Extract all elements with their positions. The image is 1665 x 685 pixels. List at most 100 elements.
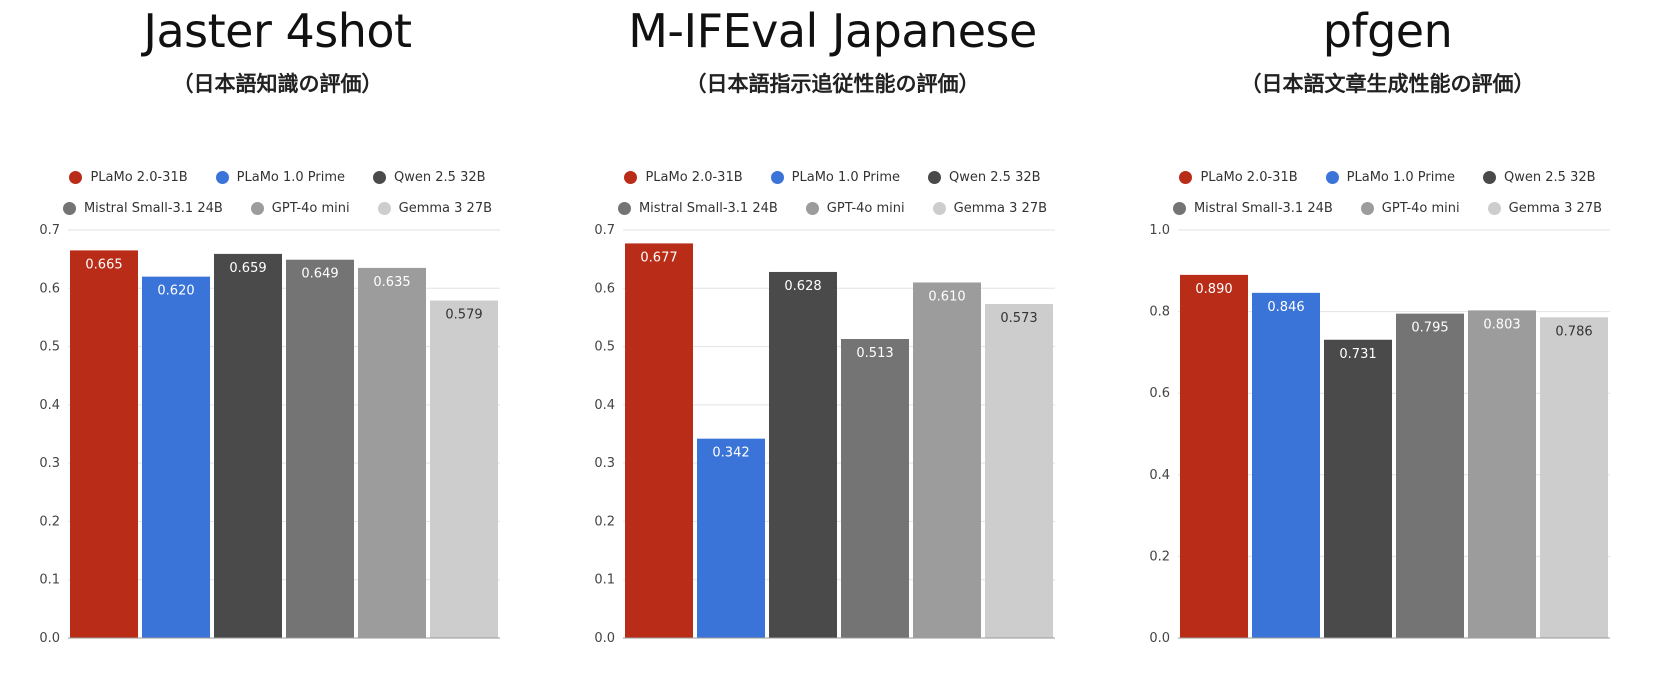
legend-swatch bbox=[215, 171, 229, 184]
y-tick-label: 0.0 bbox=[39, 631, 60, 646]
bar-plamo-1-0-prime bbox=[697, 438, 765, 638]
legend-item-gpt-4o-mini: GPT-4o mini bbox=[1360, 201, 1460, 216]
legend-swatch bbox=[617, 202, 631, 215]
legend-item-plamo-1-0-prime: PLaMo 1.0 Prime bbox=[1325, 170, 1455, 185]
legend-swatch bbox=[770, 171, 784, 184]
legend-swatch bbox=[62, 202, 76, 215]
bar-value-label: 0.731 bbox=[1339, 347, 1376, 362]
legend-label: Mistral Small-3.1 24B bbox=[638, 201, 778, 216]
y-tick-label: 0.3 bbox=[39, 456, 60, 471]
legend-row-1: PLaMo 2.0-31B PLaMo 1.0 Prime Qwen 2.5 32B bbox=[555, 170, 1110, 185]
legend-label: GPT-4o mini bbox=[1381, 201, 1460, 216]
bar-value-label: 0.573 bbox=[1000, 311, 1037, 326]
legend-swatch bbox=[373, 171, 387, 184]
plot-area: 0.0 0.1 0.2 0.3 0.4 0.5 0.6 0.7 0.665 0.620 0.659 0… bbox=[39, 223, 500, 646]
y-tick-label: 0.7 bbox=[594, 223, 615, 238]
y-tick-label: 0.2 bbox=[594, 514, 615, 529]
legend-item-gemma-3-27b: Gemma 3 27B bbox=[932, 201, 1047, 216]
legend-item-plamo-1-0-prime: PLaMo 1.0 Prime bbox=[770, 170, 901, 185]
legend-item-gpt-4o-mini: GPT-4o mini bbox=[805, 201, 905, 216]
bar-qwen-2-5-32b bbox=[1324, 339, 1392, 638]
chart-title: Jaster 4shot bbox=[143, 4, 412, 58]
legend-label: PLaMo 1.0 Prime bbox=[236, 170, 346, 185]
legend-label: GPT-4o mini bbox=[271, 201, 350, 216]
legend-label: Qwen 2.5 32B bbox=[394, 170, 486, 185]
legend-swatch bbox=[928, 171, 942, 184]
chart-mifeval: M-IFEval Japanese （日本語指示追従性能の評価） PLaMo 2… bbox=[555, 0, 1110, 685]
legend-swatch bbox=[1325, 171, 1339, 184]
legend-swatch bbox=[1172, 202, 1186, 215]
legend-row-1: PLaMo 2.0-31B PLaMo 1.0 Prime Qwen 2.5 32B bbox=[1110, 170, 1665, 185]
chart-subtitle: （日本語指示追従性能の評価） bbox=[685, 72, 980, 96]
y-tick-label: 0.7 bbox=[39, 223, 60, 238]
bar-value-label: 0.620 bbox=[157, 284, 194, 299]
legend-swatch bbox=[805, 202, 819, 215]
legend-item-qwen-2-5-32b: Qwen 2.5 32B bbox=[373, 170, 486, 185]
bar-gpt-4o-mini bbox=[1468, 310, 1536, 638]
legend-label: Mistral Small-3.1 24B bbox=[1193, 201, 1333, 216]
bar-plamo-2-0-31b bbox=[625, 243, 693, 639]
y-tick-label: 0.0 bbox=[594, 631, 615, 646]
legend-row-1: PLaMo 2.0-31B PLaMo 1.0 Prime Qwen 2.5 32B bbox=[0, 170, 555, 185]
bar-plamo-2-0-31b bbox=[70, 250, 138, 638]
bar-gpt-4o-mini bbox=[913, 282, 981, 638]
legend-label: Qwen 2.5 32B bbox=[949, 170, 1041, 185]
plot-area: 0.0 0.2 0.4 0.6 0.8 1.0 0.890 0.846 0.731 0.795 0.… bbox=[1149, 223, 1610, 646]
bar-value-label: 0.890 bbox=[1195, 282, 1232, 297]
y-tick-label: 0.6 bbox=[39, 281, 60, 296]
bar-qwen-2-5-32b bbox=[214, 253, 282, 638]
legend-label: PLaMo 2.0-31B bbox=[645, 170, 743, 185]
legend-row-2: Mistral Small-3.1 24B GPT-4o mini Gemma 3 … bbox=[555, 201, 1110, 216]
bar-value-label: 0.610 bbox=[928, 289, 965, 304]
y-tick-label: 0.6 bbox=[594, 281, 615, 296]
bar-gpt-4o-mini bbox=[358, 267, 426, 638]
bar-plamo-1-0-prime bbox=[142, 276, 210, 638]
bar-value-label: 0.579 bbox=[445, 308, 482, 323]
y-tick-label: 0.2 bbox=[39, 514, 60, 529]
legend-swatch bbox=[377, 202, 391, 215]
chart-pfgen: pfgen （日本語文章生成性能の評価） PLaMo 2.0-31B PLaMo … bbox=[1110, 0, 1665, 685]
chart-title: pfgen bbox=[1322, 4, 1453, 58]
bar-qwen-2-5-32b bbox=[769, 271, 837, 638]
y-tick-label: 0.8 bbox=[1149, 305, 1170, 320]
bar-value-label: 0.635 bbox=[373, 275, 410, 290]
bar-value-label: 0.628 bbox=[784, 279, 821, 294]
bar-plamo-1-0-prime bbox=[1252, 292, 1320, 638]
legend-label: GPT-4o mini bbox=[826, 201, 905, 216]
legend-swatch bbox=[1179, 171, 1193, 184]
legend-swatch bbox=[250, 202, 264, 215]
bar-value-label: 0.659 bbox=[229, 261, 266, 276]
plot-area: 0.0 0.1 0.2 0.3 0.4 0.5 0.6 0.7 0.677 0.342 0.628 0… bbox=[594, 223, 1055, 646]
legend-item-mistral-small-3-1-24b: Mistral Small-3.1 24B bbox=[617, 201, 778, 216]
legend-label: Gemma 3 27B bbox=[1508, 201, 1603, 216]
legend-item-plamo-1-0-prime: PLaMo 1.0 Prime bbox=[215, 170, 346, 185]
legend-item-plamo-2-0-31b: PLaMo 2.0-31B bbox=[624, 170, 743, 185]
legend-swatch bbox=[932, 202, 946, 215]
y-tick-label: 0.2 bbox=[1149, 549, 1170, 564]
legend-item-qwen-2-5-32b: Qwen 2.5 32B bbox=[928, 170, 1041, 185]
bar-plamo-2-0-31b bbox=[1180, 274, 1248, 638]
y-tick-label: 0.5 bbox=[39, 340, 60, 355]
y-tick-label: 0.3 bbox=[594, 456, 615, 471]
y-tick-label: 0.4 bbox=[594, 398, 615, 413]
y-tick-label: 0.1 bbox=[39, 573, 60, 588]
bar-gemma-3-27b bbox=[430, 300, 498, 638]
legend-item-mistral-small-3-1-24b: Mistral Small-3.1 24B bbox=[62, 201, 223, 216]
legend-item-plamo-2-0-31b: PLaMo 2.0-31B bbox=[1179, 170, 1298, 185]
legend-label: PLaMo 2.0-31B bbox=[90, 170, 188, 185]
legend-label: Gemma 3 27B bbox=[398, 201, 493, 216]
legend-label: PLaMo 2.0-31B bbox=[1200, 170, 1298, 185]
bar-value-label: 0.665 bbox=[85, 257, 122, 272]
legend-label: PLaMo 1.0 Prime bbox=[791, 170, 901, 185]
legend-item-mistral-small-3-1-24b: Mistral Small-3.1 24B bbox=[1172, 201, 1333, 216]
y-tick-label: 0.1 bbox=[594, 573, 615, 588]
bar-value-label: 0.342 bbox=[712, 446, 749, 461]
y-tick-label: 0.4 bbox=[39, 398, 60, 413]
bar-gemma-3-27b bbox=[985, 304, 1053, 638]
legend-label: Mistral Small-3.1 24B bbox=[83, 201, 223, 216]
legend-item-gemma-3-27b: Gemma 3 27B bbox=[377, 201, 493, 216]
legend-swatch bbox=[1360, 202, 1374, 215]
bar-value-label: 0.846 bbox=[1267, 300, 1304, 315]
legend-item-gemma-3-27b: Gemma 3 27B bbox=[1487, 201, 1603, 216]
bar-gemma-3-27b bbox=[1540, 317, 1608, 638]
